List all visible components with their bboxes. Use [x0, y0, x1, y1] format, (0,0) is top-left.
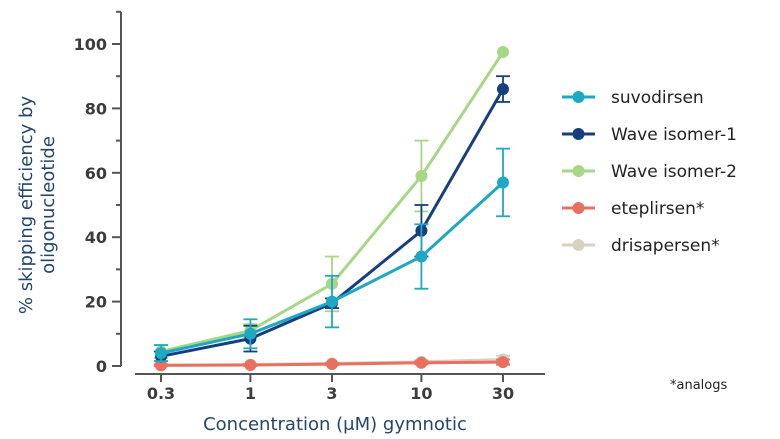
x-tick-label: 3: [326, 384, 337, 403]
data-point: [326, 295, 338, 308]
data-point: [497, 83, 509, 96]
data-point: [155, 359, 167, 372]
legend-swatch-marker: [572, 91, 585, 103]
x-axis-title: Concentration (μM) gymnotic: [203, 414, 467, 435]
x-tick-label: 10: [410, 384, 432, 403]
legend-swatch-marker: [572, 128, 585, 140]
series-layer: [154, 46, 510, 372]
legend-label: drisapersen*: [611, 236, 720, 256]
analogs-note: *analogs: [670, 378, 727, 393]
x-tick-label: 1: [245, 384, 256, 403]
y-axis-title-line: % skipping efficiency by: [16, 96, 37, 315]
data-point: [244, 327, 257, 340]
legend-item: Wave isomer-1: [562, 125, 737, 145]
legend: suvodirsen Wave isomer-1 Wave isomer-2 etep…: [562, 88, 737, 256]
y-tick-label: 40: [85, 228, 107, 247]
legend-label: suvodirsen: [611, 88, 704, 108]
series-suvodirsen: [154, 147, 510, 363]
y-tick-label: 0: [96, 357, 107, 376]
legend-item: suvodirsen: [562, 88, 704, 108]
y-axis-title: % skipping efficiency by oligonucleotide: [16, 96, 59, 315]
x-tick-label: 30: [492, 384, 514, 403]
data-point: [244, 359, 257, 372]
y-tick-label: 80: [85, 99, 107, 118]
legend-swatch-marker: [572, 165, 585, 177]
legend-item: Wave isomer-2: [562, 162, 737, 182]
y-tick-label: 60: [85, 164, 107, 183]
y-axis-title-line: oligonucleotide: [38, 136, 59, 274]
series-eteplirsen-: [154, 356, 510, 372]
data-point: [497, 176, 509, 189]
y-tick-label: 20: [85, 293, 107, 312]
legend-label: Wave isomer-1: [611, 125, 737, 145]
y-tick-label: 100: [74, 35, 107, 54]
data-point: [415, 170, 428, 183]
data-point: [326, 358, 338, 371]
legend-item: eteplirsen*: [562, 199, 704, 219]
legend-swatch-marker: [572, 202, 585, 214]
data-point: [155, 347, 167, 360]
legend-label: eteplirsen*: [611, 199, 704, 219]
x-tick-label: 0.3: [147, 384, 175, 403]
legend-label: Wave isomer-2: [611, 162, 737, 182]
data-point: [415, 250, 428, 263]
legend-swatch-marker: [572, 239, 585, 251]
data-point: [497, 46, 509, 59]
data-point: [415, 356, 428, 369]
data-point: [497, 356, 509, 369]
legend-item: drisapersen*: [562, 236, 720, 256]
axes: 0 20 40 60 80 100 0.3 1 3 10 30: [74, 10, 545, 403]
